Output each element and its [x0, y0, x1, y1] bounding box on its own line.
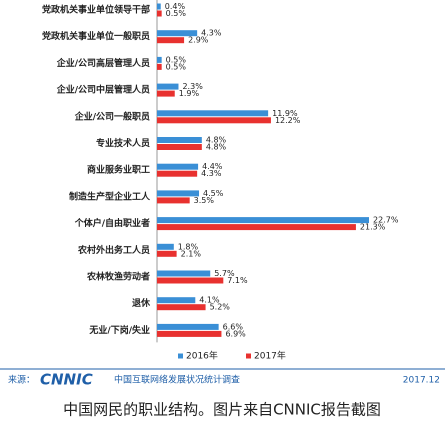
value-label: 0.5% [166, 9, 187, 18]
value-label: 4.8% [206, 143, 227, 152]
caption: 中国网民的职业结构。图片来自CNNIC报告截图 [63, 401, 381, 419]
source-label: 来源： [8, 375, 35, 386]
bar [157, 137, 202, 143]
value-label: 4.3% [201, 169, 222, 178]
value-label: 6.6% [223, 322, 244, 331]
bar [157, 297, 196, 304]
bar [157, 243, 174, 250]
category-label: 农林牧渔劳动者 [86, 271, 150, 283]
bar [157, 190, 200, 197]
value-label: 22.7% [373, 216, 399, 225]
value-label: 5.7% [214, 269, 235, 278]
value-label: 6.9% [225, 329, 246, 338]
bar [157, 217, 369, 224]
bar [157, 323, 219, 330]
legend-swatch [246, 353, 251, 359]
value-label: 11.9% [272, 109, 298, 118]
bar [157, 330, 222, 337]
value-label: 21.3% [360, 223, 386, 232]
bar [157, 110, 269, 117]
value-label: 2.3% [182, 82, 203, 91]
bar [157, 250, 177, 257]
value-label: 0.5% [166, 62, 187, 71]
bar [157, 37, 185, 44]
bar [157, 163, 199, 170]
value-label: 3.5% [194, 196, 215, 205]
bar [157, 197, 190, 204]
value-label: 4.4% [202, 162, 223, 171]
org: 中国互联网络发展状况统计调查 [114, 374, 240, 386]
logo: CNNIC [40, 371, 93, 389]
category-label: 农村外出务工人员 [77, 244, 150, 256]
category-label: 党政机关事业单位一般职员 [42, 30, 150, 42]
value-label: 4.1% [199, 296, 220, 305]
category-label: 企业/公司中层管理人员 [56, 84, 150, 96]
bar [157, 277, 224, 284]
category-label: 个体户/自由职业者 [74, 217, 150, 229]
value-label: 4.5% [203, 189, 224, 198]
category-label: 商业服务业职工 [87, 164, 150, 176]
value-label: 0.4% [165, 2, 186, 11]
legend-label: 2017年 [254, 350, 286, 362]
category-label: 专业技术人员 [96, 137, 150, 149]
bar [157, 30, 198, 37]
bar [157, 3, 161, 10]
legend-label: 2016年 [186, 350, 218, 362]
category-label: 制造生产型企业工人 [69, 190, 151, 202]
bar [157, 224, 356, 231]
value-label: 1.9% [179, 89, 200, 98]
value-label: 2.1% [181, 249, 202, 258]
bar [157, 304, 206, 311]
bar [157, 170, 198, 177]
bar [157, 144, 202, 150]
value-label: 5.2% [210, 303, 231, 312]
bar [157, 117, 271, 124]
value-label: 4.8% [206, 136, 227, 145]
bar [157, 63, 162, 70]
bar [157, 56, 162, 63]
bar [157, 83, 179, 90]
date: 2017.12 [403, 376, 440, 386]
value-label: 7.1% [227, 276, 248, 285]
value-label: 1.8% [178, 242, 199, 251]
category-label: 企业/公司一般职员 [74, 110, 150, 122]
category-label: 退休 [132, 297, 151, 309]
legend-swatch [178, 353, 183, 359]
value-label: 12.2% [275, 116, 301, 125]
bar [157, 10, 162, 17]
value-label: 2.9% [188, 36, 209, 45]
bar [157, 270, 211, 277]
category-label: 企业/公司高层管理人员 [56, 57, 150, 69]
bar [157, 90, 175, 97]
value-label: 0.5% [166, 55, 187, 64]
category-label: 党政机关事业单位领导干部 [42, 4, 150, 16]
category-label: 无业/下岗/失业 [88, 324, 150, 336]
value-label: 4.3% [201, 29, 222, 38]
